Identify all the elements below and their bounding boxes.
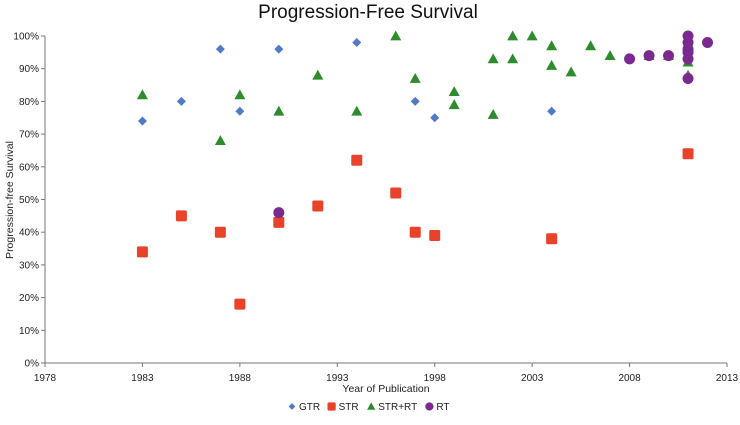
legend-marker-str-rt [367, 402, 376, 410]
point-str [546, 233, 558, 245]
point-gtr [215, 44, 225, 54]
point-str-rt [546, 59, 558, 70]
x-tick-label: 1978 [34, 373, 57, 384]
y-axis-title-group: Progression-free Survival [4, 141, 16, 259]
y-tick-label: 0% [25, 359, 40, 370]
x-tick-label: 2003 [521, 373, 544, 384]
y-tick-label: 50% [19, 195, 39, 206]
legend-label-rt: RT [436, 402, 449, 413]
point-str [351, 154, 363, 166]
y-tick-label: 30% [19, 260, 39, 271]
legend-marker-rt [425, 402, 434, 411]
x-tick-label: 1983 [131, 373, 154, 384]
y-tick-label: 20% [19, 293, 39, 304]
point-rt [643, 50, 655, 62]
point-rt [682, 53, 694, 65]
point-str-rt [526, 30, 538, 41]
point-gtr [410, 96, 420, 106]
data-points [136, 30, 714, 310]
point-gtr [547, 106, 557, 116]
x-tick-label: 1998 [424, 373, 447, 384]
y-axis-ticks: 0% 10% 20% 30% 40% 50% 60% 70% 80% 90% 100% [13, 32, 45, 370]
point-str-rt [448, 99, 460, 110]
point-str-rt [234, 89, 246, 100]
chart-title: Progression-Free Survival [258, 2, 478, 23]
x-axis-title: Year of Publication [342, 383, 429, 395]
legend-label-gtr: GTR [299, 402, 320, 413]
y-tick-label: 100% [13, 32, 39, 43]
point-str-rt [604, 50, 616, 61]
point-rt [682, 73, 694, 85]
point-str-rt [351, 105, 363, 116]
y-tick-label: 80% [19, 97, 39, 108]
point-str-rt [136, 89, 148, 100]
point-str-rt [546, 40, 558, 51]
point-gtr [176, 96, 186, 106]
point-gtr [352, 38, 362, 48]
y-tick-label: 10% [19, 326, 39, 337]
legend-marker-gtr [288, 403, 296, 410]
point-str [273, 216, 285, 228]
x-tick-label: 1993 [326, 373, 349, 384]
point-gtr [235, 106, 245, 116]
y-axis-title: Progression-free Survival [4, 141, 16, 259]
point-str [214, 226, 226, 238]
point-str-rt [487, 53, 499, 64]
x-tick-label: 1988 [229, 373, 252, 384]
legend-label-str-rt: STR+RT [378, 402, 417, 413]
point-rt [663, 50, 675, 62]
y-tick-label: 40% [19, 228, 39, 239]
point-gtr [430, 113, 440, 123]
x-axis-ticks: 1978 1983 1988 1993 1998 2003 2008 2013 [34, 363, 739, 384]
point-str-rt [565, 66, 577, 77]
point-str-rt [507, 53, 519, 64]
point-str [429, 229, 441, 241]
point-str [682, 148, 694, 160]
point-str [234, 298, 246, 310]
point-str [409, 226, 421, 238]
point-str [175, 210, 187, 222]
point-str-rt [585, 40, 597, 51]
point-str [390, 187, 402, 199]
point-rt [702, 37, 714, 49]
x-tick-label: 2013 [716, 373, 739, 384]
y-tick-label: 70% [19, 130, 39, 141]
legend: GTR STR STR+RT RT [288, 402, 450, 413]
point-gtr [137, 116, 147, 126]
point-str-rt [448, 86, 460, 96]
point-str-rt [273, 105, 285, 116]
legend-label-str: STR [339, 402, 359, 413]
point-str-rt [390, 30, 402, 41]
point-str-rt [487, 108, 499, 119]
point-str-rt [214, 135, 226, 146]
y-tick-label: 90% [19, 64, 39, 75]
legend-marker-str [327, 402, 336, 411]
point-gtr [274, 44, 284, 54]
point-rt [624, 53, 636, 65]
point-str [312, 200, 324, 212]
x-tick-label: 2008 [618, 373, 641, 384]
point-str-rt [409, 73, 421, 83]
point-rt [273, 207, 285, 219]
y-tick-label: 60% [19, 162, 39, 173]
point-str-rt [507, 30, 519, 41]
point-str-rt [312, 69, 324, 80]
point-str [136, 246, 148, 258]
